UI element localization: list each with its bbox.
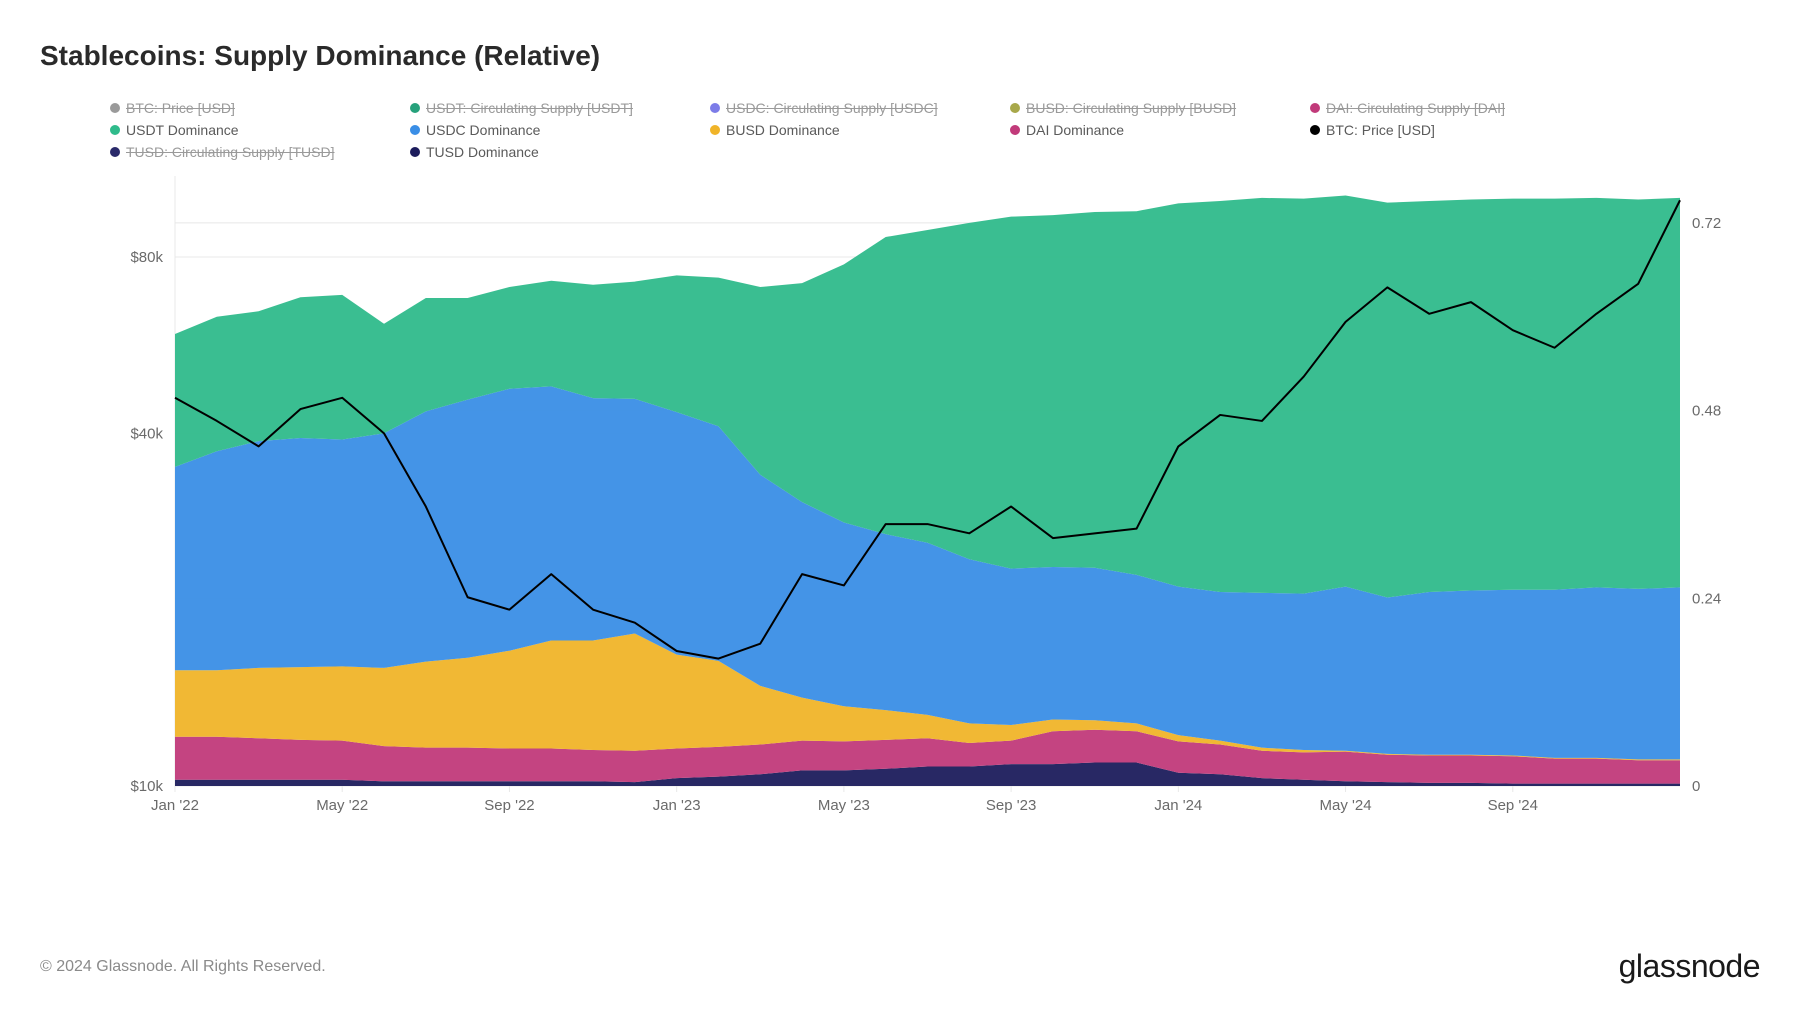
legend-item[interactable]: BUSD: Circulating Supply [BUSD] <box>1010 100 1310 116</box>
legend-dot-icon <box>710 103 720 113</box>
legend-label: BTC: Price [USD] <box>126 100 235 116</box>
legend: BTC: Price [USD] USDT: Circulating Supply… <box>110 100 1760 160</box>
legend-label: TUSD: Circulating Supply [TUSD] <box>126 144 335 160</box>
chart-container: Jan '22 May '22 Sep '22 Jan '23 May '23 Sep '… <box>40 166 1760 866</box>
x-tick-label: Jan '24 <box>1154 797 1202 814</box>
legend-dot-icon <box>710 125 720 135</box>
x-tick-label: Jan '23 <box>653 797 701 814</box>
legend-label: TUSD Dominance <box>426 144 539 160</box>
legend-item[interactable]: USDT: Circulating Supply [USDT] <box>410 100 710 116</box>
x-tick-label: May '23 <box>818 797 870 814</box>
y-right-tick-label: 0.72 <box>1692 215 1721 232</box>
x-tick-label: Sep '24 <box>1488 797 1538 814</box>
x-tick-label: Sep '23 <box>986 797 1036 814</box>
dominance-chart: Jan '22 May '22 Sep '22 Jan '23 May '23 Sep '… <box>40 166 1760 866</box>
footer: © 2024 Glassnode. All Rights Reserved. g… <box>40 948 1760 985</box>
y-right-tick-label: 0.48 <box>1692 403 1721 420</box>
legend-label: BUSD: Circulating Supply [BUSD] <box>1026 100 1236 116</box>
x-tick-label: Sep '22 <box>484 797 534 814</box>
legend-item[interactable]: USDC Dominance <box>410 122 710 138</box>
legend-dot-icon <box>1010 125 1020 135</box>
y-left-tick-label: $40k <box>130 425 163 442</box>
legend-label: USDC: Circulating Supply [USDC] <box>726 100 938 116</box>
legend-item[interactable]: BTC: Price [USD] <box>1310 122 1610 138</box>
brand-logo: glassnode <box>1619 948 1760 985</box>
legend-dot-icon <box>410 125 420 135</box>
legend-item[interactable]: TUSD: Circulating Supply [TUSD] <box>110 144 410 160</box>
legend-label: BTC: Price [USD] <box>1326 122 1435 138</box>
legend-dot-icon <box>110 103 120 113</box>
legend-item[interactable]: BUSD Dominance <box>710 122 1010 138</box>
page: Stablecoins: Supply Dominance (Relative)… <box>0 0 1800 1013</box>
legend-item[interactable]: USDT Dominance <box>110 122 410 138</box>
legend-label: USDT: Circulating Supply [USDT] <box>426 100 633 116</box>
legend-dot-icon <box>1310 125 1320 135</box>
legend-item[interactable]: DAI Dominance <box>1010 122 1310 138</box>
legend-label: BUSD Dominance <box>726 122 840 138</box>
legend-label: DAI Dominance <box>1026 122 1124 138</box>
legend-label: USDC Dominance <box>426 122 540 138</box>
legend-dot-icon <box>1310 103 1320 113</box>
y-right-tick-label: 0 <box>1692 778 1700 795</box>
legend-item[interactable]: BTC: Price [USD] <box>110 100 410 116</box>
x-tick-label: Jan '22 <box>151 797 199 814</box>
x-tick-label: May '24 <box>1320 797 1372 814</box>
copyright-text: © 2024 Glassnode. All Rights Reserved. <box>40 958 326 976</box>
y-left-tick-label: $80k <box>130 249 163 266</box>
legend-dot-icon <box>1010 103 1020 113</box>
legend-item[interactable]: TUSD Dominance <box>410 144 710 160</box>
legend-dot-icon <box>110 147 120 157</box>
legend-label: USDT Dominance <box>126 122 239 138</box>
legend-item[interactable]: USDC: Circulating Supply [USDC] <box>710 100 1010 116</box>
legend-label: DAI: Circulating Supply [DAI] <box>1326 100 1505 116</box>
chart-title: Stablecoins: Supply Dominance (Relative) <box>40 40 1760 72</box>
y-right-tick-label: 0.24 <box>1692 590 1721 607</box>
legend-dot-icon <box>410 103 420 113</box>
y-left-tick-label: $10k <box>130 778 163 795</box>
legend-dot-icon <box>410 147 420 157</box>
legend-item[interactable]: DAI: Circulating Supply [DAI] <box>1310 100 1610 116</box>
legend-dot-icon <box>110 125 120 135</box>
x-tick-label: May '22 <box>316 797 368 814</box>
